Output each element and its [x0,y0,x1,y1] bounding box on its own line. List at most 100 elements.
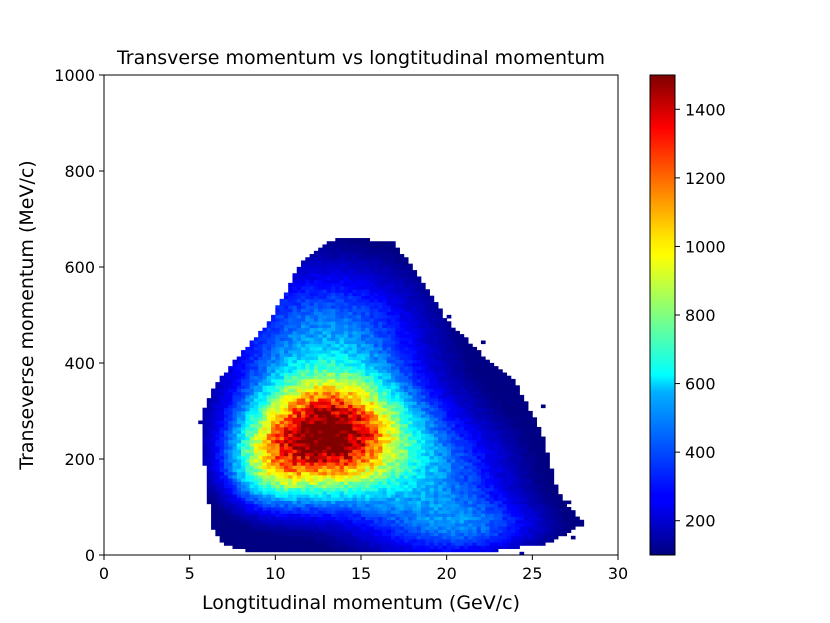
heatmap-cell [450,487,456,492]
heatmap-cell [446,417,452,421]
heatmap-cell [262,426,268,431]
heatmap-cell [322,513,328,517]
heatmap-cell [241,484,246,489]
heatmap-cell [463,343,469,348]
heatmap-cell [292,538,298,543]
heatmap-cell [403,292,409,297]
heatmap-cell [446,391,452,396]
heatmap-cell [365,353,370,357]
heatmap-cell [468,490,473,495]
heatmap-cell [288,375,293,380]
heatmap-cell [412,526,418,530]
heatmap-cell [283,535,289,540]
heatmap-cell [313,452,319,457]
heatmap-cell [365,433,370,437]
heatmap-cell [292,503,298,508]
heatmap-cell [288,391,293,396]
heatmap-cell [446,366,452,370]
heatmap-cell [292,452,298,457]
heatmap-cell [266,404,272,409]
heatmap-cell [420,487,426,492]
heatmap-cell [390,391,396,396]
heatmap-cell [262,436,268,441]
heatmap-cell [215,494,221,498]
heatmap-cell [446,458,452,463]
heatmap-cell [202,449,208,453]
heatmap-cell [309,484,315,489]
heatmap-cell [382,458,388,463]
heatmap-cell [442,430,448,434]
heatmap-cell [442,433,448,437]
heatmap-cell [266,366,272,370]
heatmap-cell [313,327,319,332]
heatmap-cell [395,286,400,290]
heatmap-cell [232,503,238,508]
heatmap-cell [301,305,306,309]
heatmap-cell [365,247,370,252]
heatmap-cell [459,404,465,409]
heatmap-cell [331,401,336,405]
heatmap-cell [305,529,310,533]
heatmap-cell [463,414,469,418]
heatmap-cell [318,439,323,444]
heatmap-cell [386,321,392,325]
heatmap-cell [412,289,418,293]
heatmap-cell [232,442,238,447]
heatmap-cell [438,503,443,508]
heatmap-cell [429,439,435,444]
heatmap-cell [403,452,409,457]
heatmap-cell [271,468,276,473]
heatmap-cell [326,487,332,492]
heatmap-cell [373,506,379,511]
heatmap-cell [232,426,238,431]
heatmap-cell [301,442,306,447]
heatmap-cell [429,442,435,447]
heatmap-cell [369,446,375,450]
heatmap-cell [331,439,336,444]
heatmap-cell [339,446,345,450]
heatmap-cell [399,353,405,357]
heatmap-cell [348,305,353,309]
heatmap-cell [331,369,336,373]
heatmap-cell [249,490,255,495]
heatmap-cell [395,471,400,476]
heatmap-cell [219,510,225,514]
heatmap-cell [262,455,268,460]
heatmap-cell [390,385,396,389]
heatmap-cell [318,366,323,370]
heatmap-cell [348,481,353,485]
heatmap-cell [429,417,435,421]
heatmap-cell [335,302,340,306]
heatmap-cell [390,366,396,370]
heatmap-cell [352,350,358,354]
heatmap-cell [322,548,328,553]
heatmap-cell [412,494,418,498]
heatmap-cell [271,423,276,428]
heatmap-cell [463,385,469,389]
heatmap-cell [309,452,315,457]
heatmap-cell [292,295,298,300]
heatmap-cell [309,279,315,284]
heatmap-cell [463,446,469,450]
heatmap-cell [450,500,456,505]
heatmap-cell [395,484,400,489]
heatmap-cell [275,321,281,325]
heatmap-cell [275,474,281,479]
heatmap-cell [331,298,336,303]
heatmap-cell [305,385,310,389]
heatmap-cell [326,535,332,540]
heatmap-cell [331,289,336,293]
heatmap-cell [343,506,349,511]
heatmap-cell [249,340,255,345]
heatmap-cell [343,324,349,329]
heatmap-cell [378,289,383,293]
heatmap-cell [429,423,435,428]
heatmap-cell [450,372,456,377]
heatmap-cell [326,481,332,485]
heatmap-cell [258,388,263,393]
heatmap-cell [241,462,246,466]
heatmap-cell [326,404,332,409]
heatmap-cell [373,318,379,322]
heatmap-cell [331,442,336,447]
heatmap-cell [459,334,465,338]
